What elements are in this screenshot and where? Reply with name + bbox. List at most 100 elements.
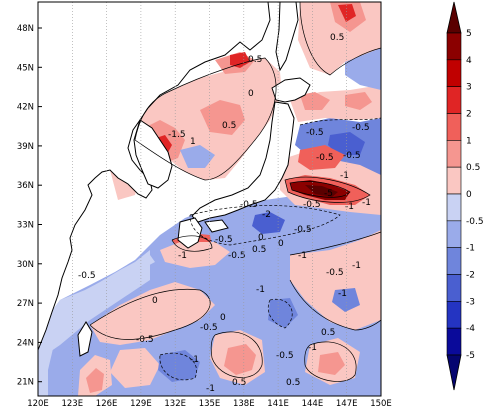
- colorbar: 5 4 3 2 1 0.5 0 -0.5 -1 -2 -3 -4 -5: [446, 1, 484, 391]
- colorbar-segment: [446, 32, 462, 61]
- contour-line: [210, 331, 263, 378]
- contour-label: -1: [298, 251, 307, 261]
- contour-label: 0.5: [321, 328, 335, 338]
- land-layer: [38, 2, 311, 357]
- contour-label: 0.5: [222, 121, 236, 131]
- honshu: [191, 101, 295, 223]
- contour-label: -0.5: [276, 351, 294, 361]
- shikoku: [204, 219, 229, 233]
- latitude-tick-label: 45N: [17, 63, 34, 73]
- colorbar-label: 4: [466, 56, 472, 66]
- southern-ocean-field: [38, 195, 381, 396]
- colorbar-segment: [446, 166, 462, 195]
- contour-label: -1: [340, 171, 349, 181]
- latitude-tick-label: 39N: [17, 142, 34, 152]
- map-plot-area: 0.5 0.5 0 0.5 -0.5 -1.5 -0.5 1 -0.5 -0.5…: [37, 1, 382, 397]
- contour-line: [171, 235, 213, 252]
- contour-label: -0.5: [306, 128, 324, 138]
- plot-frame: [37, 1, 382, 397]
- kyushu-pink-halo: [160, 242, 230, 268]
- contour-label: -1: [206, 384, 215, 394]
- colorbar-top-arrow: [446, 1, 462, 34]
- latitude-tick-label: 33N: [17, 221, 34, 231]
- contour-label: -0.5: [352, 123, 370, 133]
- colorbar-segment: [446, 140, 462, 168]
- contour-line: [267, 298, 293, 329]
- contour-label: -1: [338, 289, 347, 299]
- contour-label: -0.5: [215, 235, 233, 245]
- colorbar-label: 2: [466, 110, 472, 120]
- contour-label: -0.5: [136, 335, 154, 345]
- contour-label: -1: [190, 355, 199, 365]
- contour-line: [289, 231, 381, 256]
- okhotsk-dark-red: [338, 4, 356, 22]
- sakhalin: [275, 2, 299, 72]
- contour-label: -1: [256, 285, 265, 295]
- sea-of-japan-negative-pocket: [180, 145, 215, 168]
- kuroshio-extension-core: [305, 185, 338, 197]
- colorbar-label: 3: [466, 83, 472, 93]
- contour-label: -1: [352, 261, 361, 271]
- east-of-japan-red: [300, 92, 372, 110]
- contour-label: -1: [345, 202, 354, 212]
- south-pink-band: [90, 282, 215, 345]
- contour-label: -0.5: [343, 151, 361, 161]
- longitude-tick-label: 126E: [96, 399, 118, 408]
- colorbar-segment: [446, 274, 462, 302]
- colorbar-label: -3: [466, 297, 475, 307]
- contour-line: [304, 341, 357, 382]
- contour-label: -5: [324, 189, 333, 199]
- colorbar-label: -1: [466, 244, 475, 254]
- korean-peninsula: [133, 119, 173, 189]
- contour-label: -0.5: [294, 225, 312, 235]
- contour-label-layer: 0.5 0.5 0 0.5 -0.5 -1.5 -0.5 1 -0.5 -0.5…: [78, 33, 371, 394]
- contour-line: [289, 279, 381, 331]
- colorbar-label: -5: [466, 351, 475, 361]
- colorbar-label: 5: [466, 29, 472, 39]
- contour-label: -2: [262, 210, 271, 220]
- colorbar-label: 0.5: [466, 163, 480, 173]
- contour-line: [189, 205, 341, 246]
- contour-label: 0.5: [248, 55, 262, 65]
- latitude-tick-label: 30N: [17, 260, 34, 270]
- taiwan: [77, 321, 93, 357]
- contour-label: -0.5: [228, 251, 246, 261]
- longitude-tick-label: 138E: [233, 399, 255, 408]
- colorbar-label: -4: [466, 324, 475, 334]
- hokkaido: [271, 77, 311, 103]
- longitude-tick-label: 150E: [370, 399, 392, 408]
- contour-label: -0.5: [316, 153, 334, 163]
- contour-label: 0.5: [330, 33, 344, 43]
- longitude-tick-label: 141E: [267, 399, 289, 408]
- south-of-honshu-strong-negative: [252, 212, 285, 234]
- contour-label: -1: [178, 251, 187, 261]
- contour-label: 0.5: [286, 378, 300, 388]
- colorbar-label: 1: [466, 136, 472, 146]
- contour-label: 1: [190, 137, 196, 147]
- longitude-tick-label: 129E: [130, 399, 152, 408]
- colorbar-segment: [446, 220, 462, 248]
- contour-label: -0.5: [303, 200, 321, 210]
- latitude-tick-labels: 48N 45N 42N 39N 36N 33N 30N 27N 24N 21N: [17, 24, 42, 388]
- latitude-tick-label: 48N: [17, 24, 34, 34]
- anomaly-field: [38, 2, 381, 396]
- colorbar-segment: [446, 327, 462, 356]
- contour-line: [299, 2, 381, 76]
- colorbar-segment: [446, 301, 462, 329]
- longitude-tick-label: 120E: [27, 399, 49, 408]
- colorbar-bottom-arrow: [446, 354, 462, 391]
- colorbar-segment: [446, 113, 462, 141]
- contour-label: -1.5: [168, 130, 186, 140]
- colorbar-label: 0: [466, 190, 472, 200]
- latitude-tick-label: 42N: [17, 103, 34, 113]
- contour-label: -0.5: [200, 323, 218, 333]
- latitude-tick-label: 24N: [17, 338, 34, 348]
- south-strong-negative: [158, 288, 360, 382]
- contour-label: -0.5: [240, 200, 258, 210]
- colorbar-label: -0.5: [466, 217, 484, 227]
- colorbar-segment: [446, 193, 462, 222]
- contour-label: 0: [258, 233, 264, 243]
- contour-label: 0.5: [252, 245, 266, 255]
- kyushu: [177, 217, 203, 249]
